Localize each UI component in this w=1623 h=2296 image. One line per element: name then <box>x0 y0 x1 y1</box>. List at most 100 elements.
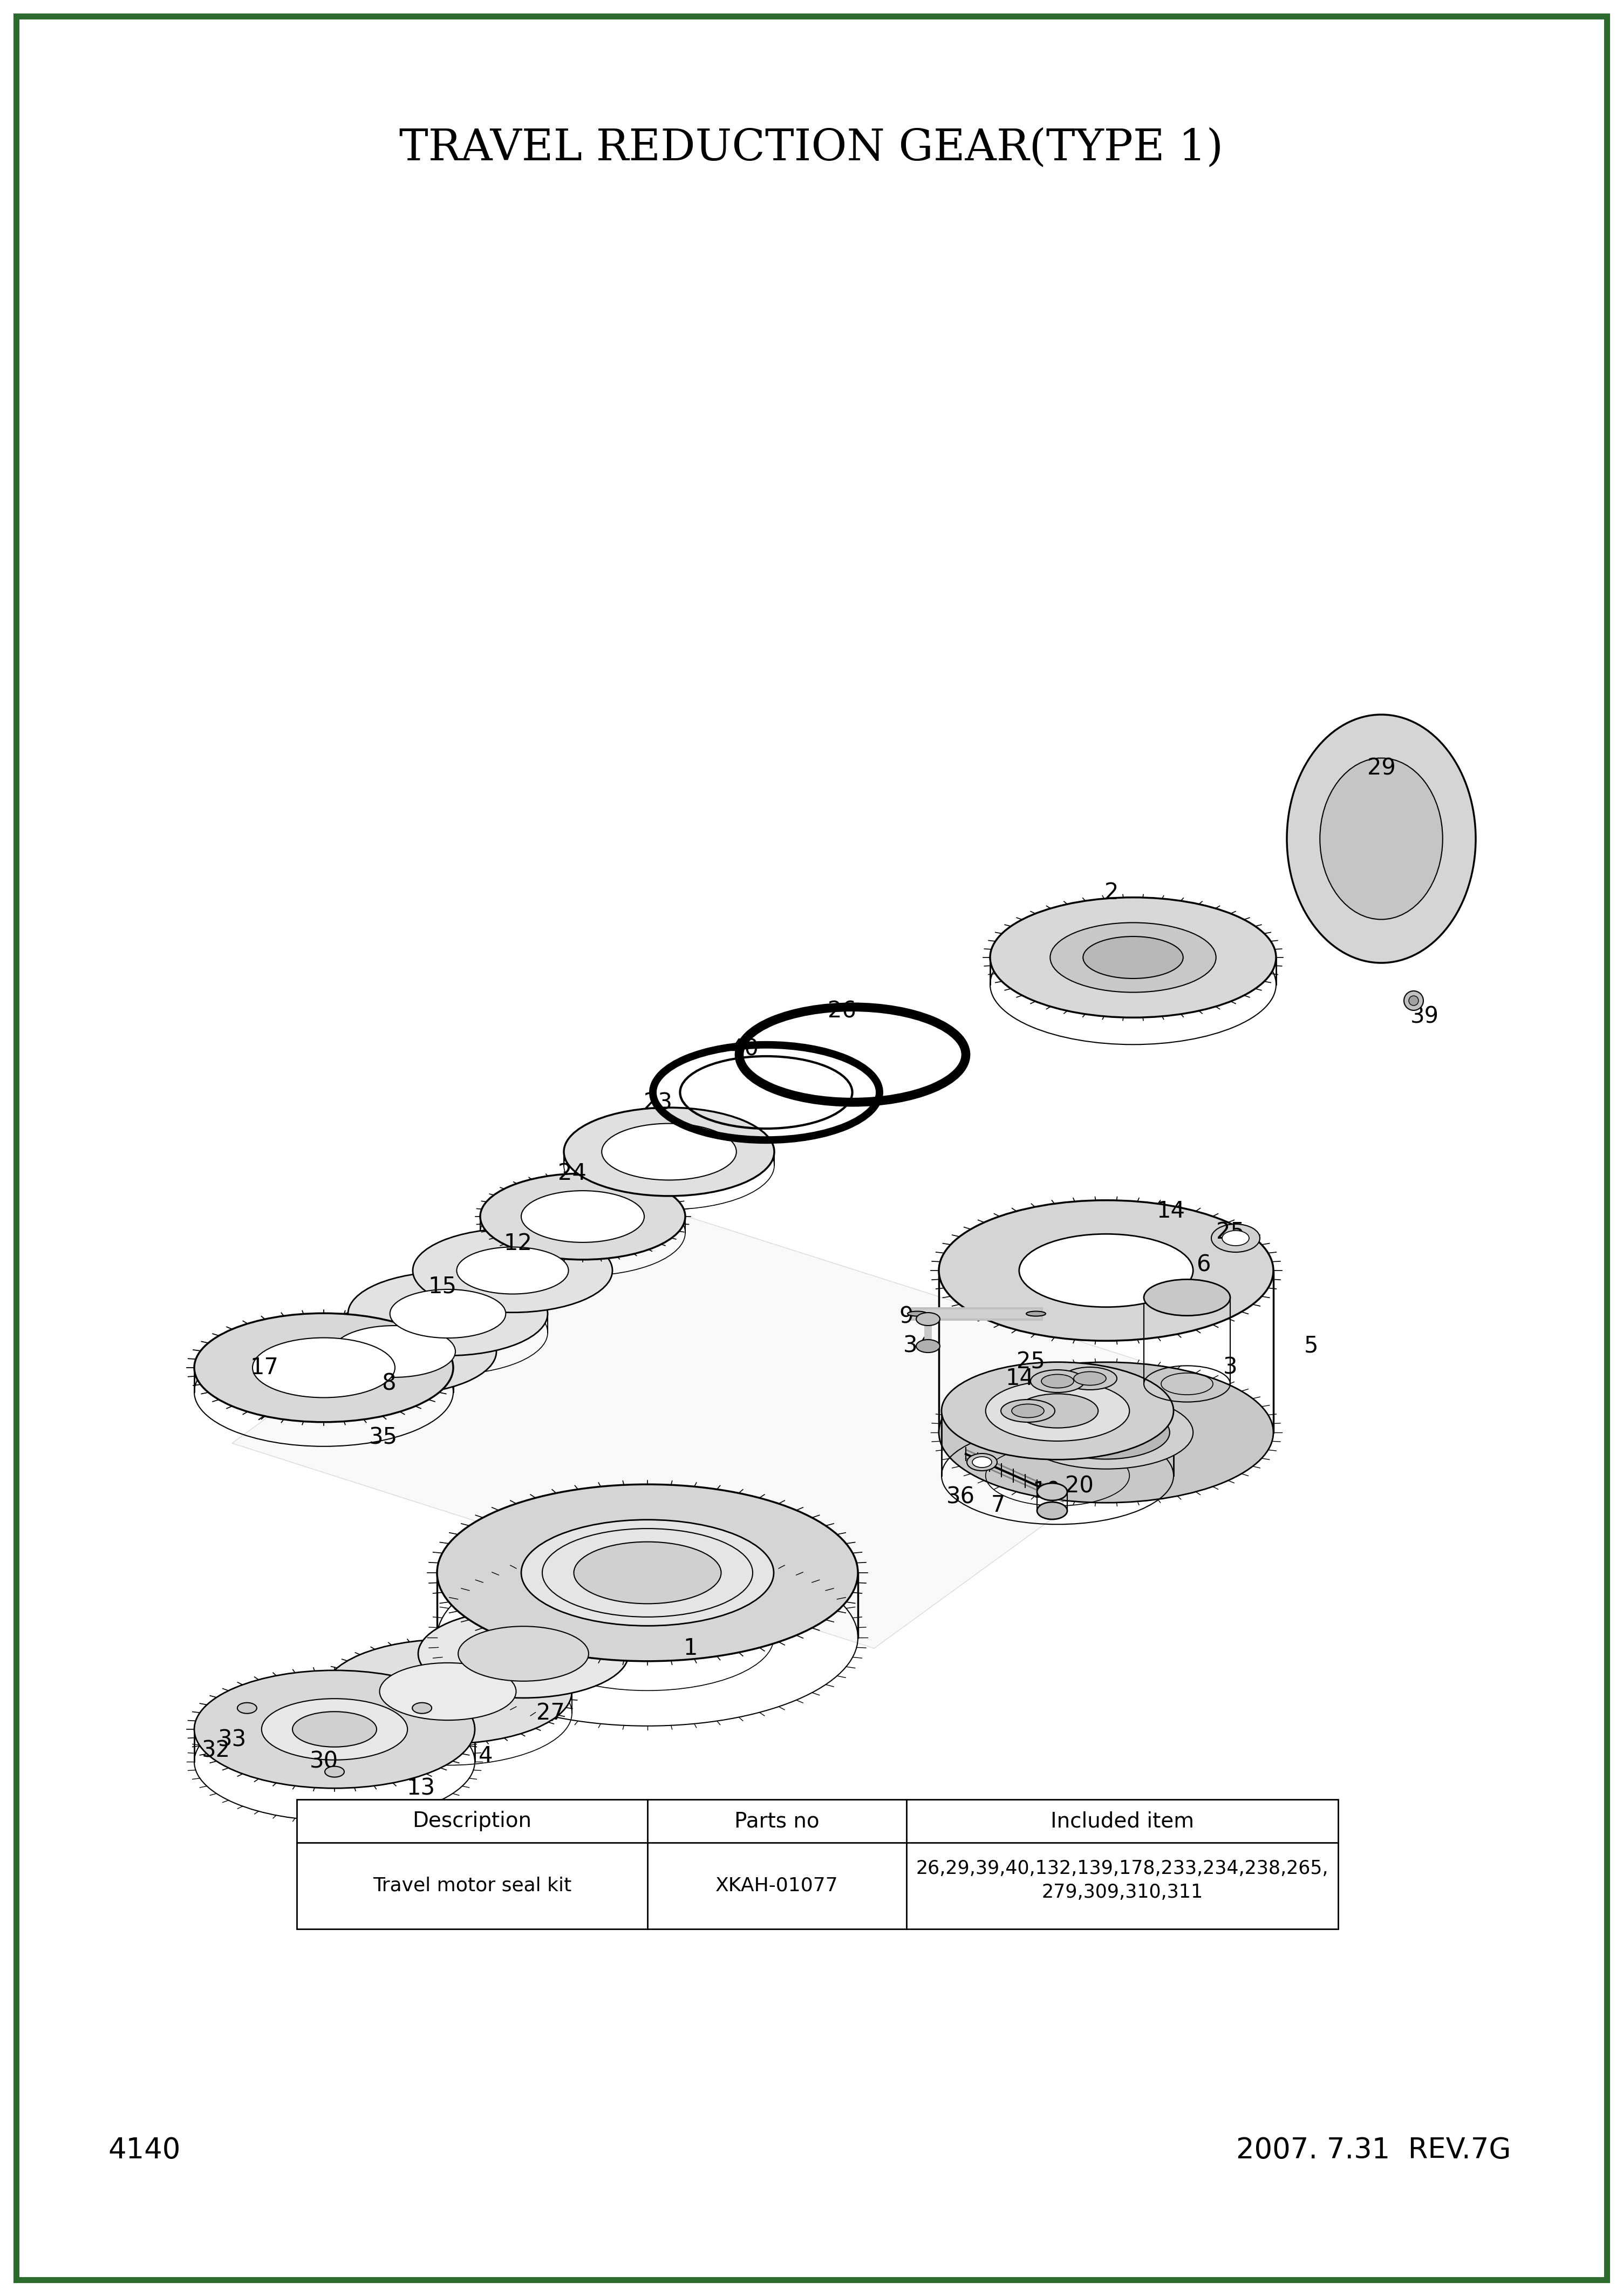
Text: Travel motor seal kit: Travel motor seal kit <box>373 1876 571 1894</box>
Ellipse shape <box>1404 992 1423 1010</box>
Ellipse shape <box>521 1192 644 1242</box>
Ellipse shape <box>237 1704 256 1713</box>
Ellipse shape <box>390 1290 506 1339</box>
Text: 6: 6 <box>1196 1254 1211 1277</box>
Text: 1: 1 <box>683 1637 698 1660</box>
Ellipse shape <box>1050 923 1216 992</box>
Ellipse shape <box>1011 1405 1044 1417</box>
Ellipse shape <box>292 1711 377 1747</box>
Ellipse shape <box>1018 1394 1099 1428</box>
Text: 25: 25 <box>1216 1221 1245 1244</box>
Text: 24: 24 <box>558 1162 586 1185</box>
Text: 25: 25 <box>1016 1350 1045 1373</box>
Text: 4: 4 <box>479 1745 493 1768</box>
Text: Parts no: Parts no <box>735 1812 820 1832</box>
Text: 34: 34 <box>902 1334 932 1357</box>
Ellipse shape <box>412 1704 432 1713</box>
Ellipse shape <box>195 1313 453 1421</box>
Ellipse shape <box>1001 1401 1055 1421</box>
Ellipse shape <box>915 1339 940 1352</box>
Text: XKAH-01077: XKAH-01077 <box>716 1876 839 1894</box>
Text: 14: 14 <box>1006 1366 1034 1389</box>
Ellipse shape <box>1074 1371 1107 1384</box>
Ellipse shape <box>1211 1224 1259 1251</box>
Ellipse shape <box>938 1362 1274 1502</box>
Text: 26,29,39,40,132,139,178,233,234,238,265,
279,309,310,311: 26,29,39,40,132,139,178,233,234,238,265,… <box>915 1860 1329 1901</box>
Polygon shape <box>232 1185 1230 1649</box>
Ellipse shape <box>1287 714 1475 962</box>
Text: 12: 12 <box>503 1233 532 1256</box>
Ellipse shape <box>1031 1371 1084 1391</box>
Ellipse shape <box>380 1662 516 1720</box>
Ellipse shape <box>195 1671 476 1789</box>
Ellipse shape <box>325 1766 344 1777</box>
Ellipse shape <box>419 1609 628 1699</box>
Ellipse shape <box>1037 1483 1068 1502</box>
Ellipse shape <box>563 1107 774 1196</box>
Ellipse shape <box>1144 1279 1230 1316</box>
Ellipse shape <box>915 1313 940 1325</box>
Text: TRAVEL REDUCTION GEAR(TYPE 1): TRAVEL REDUCTION GEAR(TYPE 1) <box>399 126 1224 170</box>
Text: 7: 7 <box>992 1495 1005 1518</box>
Text: 36: 36 <box>946 1486 975 1508</box>
Text: 35: 35 <box>368 1426 398 1449</box>
Text: 13: 13 <box>406 1777 435 1800</box>
Text: 23: 23 <box>644 1093 672 1114</box>
Text: 17: 17 <box>250 1357 279 1380</box>
Ellipse shape <box>1319 758 1443 918</box>
Text: 26: 26 <box>828 1001 855 1022</box>
Ellipse shape <box>480 1173 685 1261</box>
Ellipse shape <box>941 1362 1173 1460</box>
Text: 40: 40 <box>730 1038 760 1061</box>
Ellipse shape <box>1042 1405 1170 1460</box>
Text: 29: 29 <box>1367 758 1396 781</box>
Text: 39: 39 <box>1410 1006 1438 1029</box>
Ellipse shape <box>1070 1417 1143 1449</box>
Ellipse shape <box>575 1543 721 1603</box>
Ellipse shape <box>412 1228 612 1313</box>
Text: 33: 33 <box>217 1729 247 1752</box>
Ellipse shape <box>972 1456 992 1467</box>
Ellipse shape <box>1083 937 1183 978</box>
Ellipse shape <box>1026 1311 1045 1316</box>
Text: Included item: Included item <box>1050 1812 1195 1832</box>
Ellipse shape <box>261 1699 407 1761</box>
Text: 15: 15 <box>428 1274 456 1297</box>
Ellipse shape <box>437 1483 859 1662</box>
Text: 19: 19 <box>1032 1481 1061 1504</box>
Ellipse shape <box>521 1520 774 1626</box>
Ellipse shape <box>990 898 1276 1017</box>
Ellipse shape <box>1042 1375 1074 1389</box>
Text: 4140: 4140 <box>107 2135 180 2165</box>
Text: 5: 5 <box>1303 1334 1318 1357</box>
Text: 20: 20 <box>1065 1474 1094 1497</box>
Ellipse shape <box>347 1272 547 1355</box>
Ellipse shape <box>1222 1231 1250 1247</box>
Ellipse shape <box>967 1453 997 1472</box>
Ellipse shape <box>602 1123 737 1180</box>
Ellipse shape <box>1019 1396 1193 1469</box>
Ellipse shape <box>323 1639 571 1743</box>
Ellipse shape <box>1037 1502 1068 1520</box>
Text: 3: 3 <box>1224 1357 1237 1380</box>
Text: Description: Description <box>412 1812 532 1832</box>
Text: 32: 32 <box>201 1740 230 1763</box>
Ellipse shape <box>1063 1366 1117 1389</box>
Ellipse shape <box>1409 996 1419 1006</box>
Text: 2: 2 <box>1104 882 1118 905</box>
Ellipse shape <box>985 1380 1130 1442</box>
Ellipse shape <box>1019 1233 1193 1306</box>
Bar <box>297 1800 1337 1929</box>
Ellipse shape <box>458 1626 589 1681</box>
Text: 27: 27 <box>536 1701 565 1724</box>
Ellipse shape <box>292 1309 497 1394</box>
Ellipse shape <box>333 1325 456 1378</box>
Text: 30: 30 <box>310 1750 338 1773</box>
Text: 8: 8 <box>381 1373 396 1396</box>
Text: 14: 14 <box>1157 1201 1185 1221</box>
Text: 2007. 7.31  REV.7G: 2007. 7.31 REV.7G <box>1237 2135 1511 2165</box>
Ellipse shape <box>907 1311 927 1316</box>
Ellipse shape <box>938 1201 1274 1341</box>
Ellipse shape <box>253 1339 394 1398</box>
Ellipse shape <box>456 1247 568 1295</box>
